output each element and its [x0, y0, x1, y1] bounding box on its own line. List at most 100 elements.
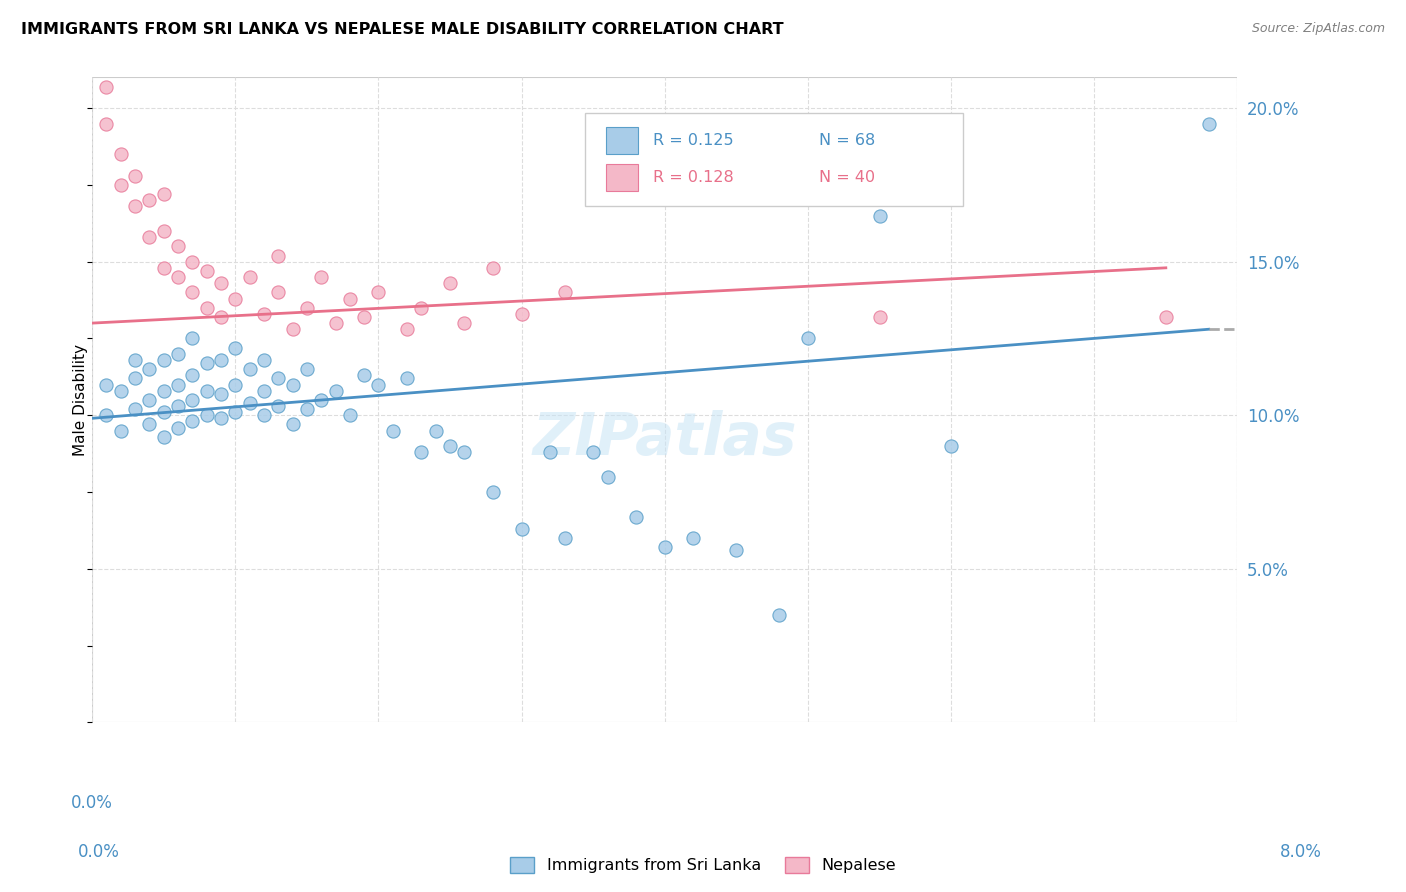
- Point: [138, 362, 160, 376]
- Point: [267, 248, 290, 262]
- Point: [181, 392, 204, 407]
- Point: [353, 310, 375, 324]
- Point: [295, 301, 318, 315]
- Point: [209, 411, 232, 425]
- Text: 0.0%: 0.0%: [72, 794, 112, 812]
- Point: [538, 445, 561, 459]
- Point: [224, 405, 246, 419]
- Point: [339, 292, 361, 306]
- Point: [110, 424, 132, 438]
- Point: [281, 322, 304, 336]
- Point: [295, 362, 318, 376]
- Point: [167, 420, 190, 434]
- Point: [181, 285, 204, 300]
- Point: [624, 509, 647, 524]
- Point: [181, 368, 204, 383]
- Point: [725, 543, 748, 558]
- Point: [209, 386, 232, 401]
- Point: [96, 79, 118, 94]
- Point: [152, 430, 174, 444]
- Point: [682, 531, 704, 545]
- Point: [96, 409, 118, 423]
- Point: [267, 371, 290, 385]
- Text: N = 68: N = 68: [820, 133, 876, 148]
- Text: IMMIGRANTS FROM SRI LANKA VS NEPALESE MALE DISABILITY CORRELATION CHART: IMMIGRANTS FROM SRI LANKA VS NEPALESE MA…: [21, 22, 783, 37]
- Point: [239, 362, 262, 376]
- Point: [554, 531, 576, 545]
- Point: [325, 384, 347, 398]
- Point: [124, 402, 146, 417]
- Point: [396, 322, 419, 336]
- Point: [1154, 310, 1177, 324]
- Point: [152, 405, 174, 419]
- Point: [339, 409, 361, 423]
- Point: [167, 399, 190, 413]
- Point: [295, 402, 318, 417]
- Point: [325, 316, 347, 330]
- Point: [124, 199, 146, 213]
- Point: [411, 445, 433, 459]
- Point: [396, 371, 419, 385]
- Point: [195, 384, 218, 398]
- Point: [152, 224, 174, 238]
- Point: [96, 116, 118, 130]
- Point: [453, 316, 475, 330]
- Point: [411, 301, 433, 315]
- Point: [869, 209, 891, 223]
- Point: [181, 331, 204, 345]
- Point: [209, 353, 232, 368]
- Point: [253, 384, 276, 398]
- Point: [596, 469, 619, 483]
- Point: [554, 285, 576, 300]
- Legend: Immigrants from Sri Lanka, Nepalese: Immigrants from Sri Lanka, Nepalese: [503, 850, 903, 880]
- Point: [209, 276, 232, 290]
- Point: [367, 377, 389, 392]
- Point: [869, 310, 891, 324]
- Point: [195, 301, 218, 315]
- Point: [167, 377, 190, 392]
- Bar: [606, 127, 638, 154]
- Text: R = 0.125: R = 0.125: [654, 133, 734, 148]
- Point: [167, 270, 190, 285]
- Point: [353, 368, 375, 383]
- Text: R = 0.128: R = 0.128: [654, 169, 734, 185]
- Point: [281, 377, 304, 392]
- Point: [253, 409, 276, 423]
- Point: [582, 445, 605, 459]
- Point: [152, 353, 174, 368]
- Point: [267, 399, 290, 413]
- Point: [309, 392, 332, 407]
- Point: [309, 270, 332, 285]
- Y-axis label: Male Disability: Male Disability: [73, 344, 87, 456]
- Point: [224, 292, 246, 306]
- Point: [124, 169, 146, 183]
- Point: [181, 414, 204, 428]
- Point: [239, 396, 262, 410]
- Point: [654, 541, 676, 555]
- Point: [510, 522, 533, 536]
- Point: [195, 264, 218, 278]
- Point: [96, 377, 118, 392]
- Point: [138, 194, 160, 208]
- Point: [482, 260, 505, 275]
- Point: [224, 377, 246, 392]
- Point: [167, 347, 190, 361]
- Point: [124, 353, 146, 368]
- Point: [209, 310, 232, 324]
- Point: [939, 439, 962, 453]
- Point: [138, 417, 160, 432]
- Point: [425, 424, 447, 438]
- Point: [381, 424, 404, 438]
- Point: [267, 285, 290, 300]
- Point: [110, 384, 132, 398]
- Point: [453, 445, 475, 459]
- Point: [482, 485, 505, 500]
- Point: [167, 239, 190, 253]
- Point: [253, 307, 276, 321]
- Text: 8.0%: 8.0%: [1279, 843, 1322, 861]
- FancyBboxPatch shape: [585, 113, 963, 206]
- Bar: [606, 164, 638, 191]
- Point: [152, 260, 174, 275]
- Text: Source: ZipAtlas.com: Source: ZipAtlas.com: [1251, 22, 1385, 36]
- Point: [797, 331, 820, 345]
